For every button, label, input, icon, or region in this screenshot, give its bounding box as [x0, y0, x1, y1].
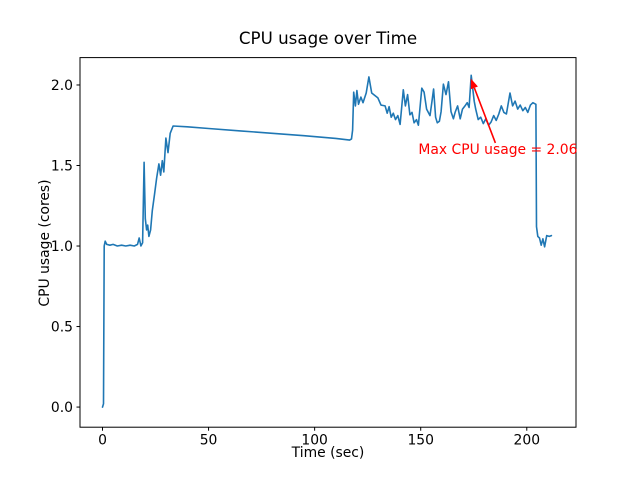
x-tick-label: 50: [200, 433, 218, 449]
x-tick-label: 150: [407, 433, 434, 449]
y-axis-label: CPU usage (cores): [37, 179, 53, 307]
x-tick-label: 200: [514, 433, 541, 449]
y-tick-label: 1.5: [51, 158, 73, 174]
annotation-arrow-head: [470, 78, 478, 90]
y-tick-label: 0.5: [51, 319, 73, 335]
y-tick-label: 0.0: [51, 400, 73, 416]
y-tick-label: 2.0: [51, 78, 73, 94]
cpu-usage-line: [101, 74, 553, 408]
y-tick-label: 1.0: [51, 239, 73, 255]
x-tick-label: 0: [98, 433, 107, 449]
x-tick-label: 100: [301, 433, 328, 449]
x-axis-label: Time (sec): [291, 445, 365, 461]
axes-frame: [79, 57, 577, 428]
max-annotation: Max CPU usage = 2.06: [418, 142, 578, 159]
annotation-arrow-line: [473, 87, 497, 144]
chart-title: CPU usage over Time: [238, 28, 418, 48]
